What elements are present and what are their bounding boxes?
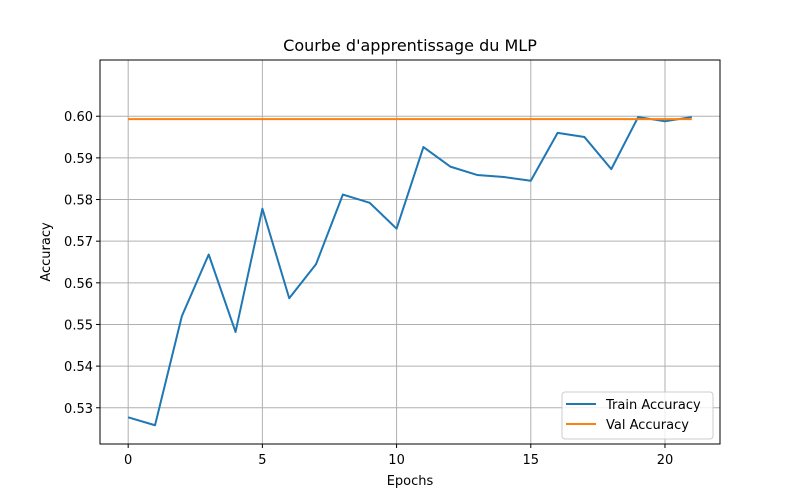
y-tick-label: 0.54 <box>64 360 93 375</box>
x-tick-label: 20 <box>657 453 674 468</box>
train-accuracy-line <box>127 116 692 427</box>
plot-area-frame <box>99 59 721 445</box>
x-axis-label: Epochs <box>387 474 434 489</box>
y-tick-label: 0.59 <box>64 152 93 167</box>
y-tick-label: 0.58 <box>64 194 93 209</box>
legend-label-val: Val Accuracy <box>606 418 689 433</box>
x-tick-label: 10 <box>388 453 405 468</box>
series-layer <box>127 116 692 427</box>
y-tick-label: 0.60 <box>64 110 93 125</box>
y-axis-label: Accuracy <box>39 222 54 282</box>
y-tick-label: 0.53 <box>64 402 93 417</box>
chart-title: Courbe d'apprentissage du MLP <box>283 36 537 55</box>
x-tick-label: 15 <box>523 453 540 468</box>
legend-label-train: Train Accuracy <box>605 398 701 413</box>
legend-box <box>561 391 714 440</box>
y-tick-label: 0.56 <box>64 277 93 292</box>
y-tick-label: 0.55 <box>64 318 93 333</box>
x-tick-label: 0 <box>124 453 132 468</box>
grid <box>100 60 720 444</box>
legend: Train Accuracy Val Accuracy <box>561 391 714 440</box>
x-tick-label: 5 <box>258 453 266 468</box>
y-tick-label: 0.57 <box>64 235 93 250</box>
axis-ticks: 0 5 10 15 20 0.53 0.54 0.55 0.56 0.57 0.58 0.59 0.60 <box>64 110 673 468</box>
